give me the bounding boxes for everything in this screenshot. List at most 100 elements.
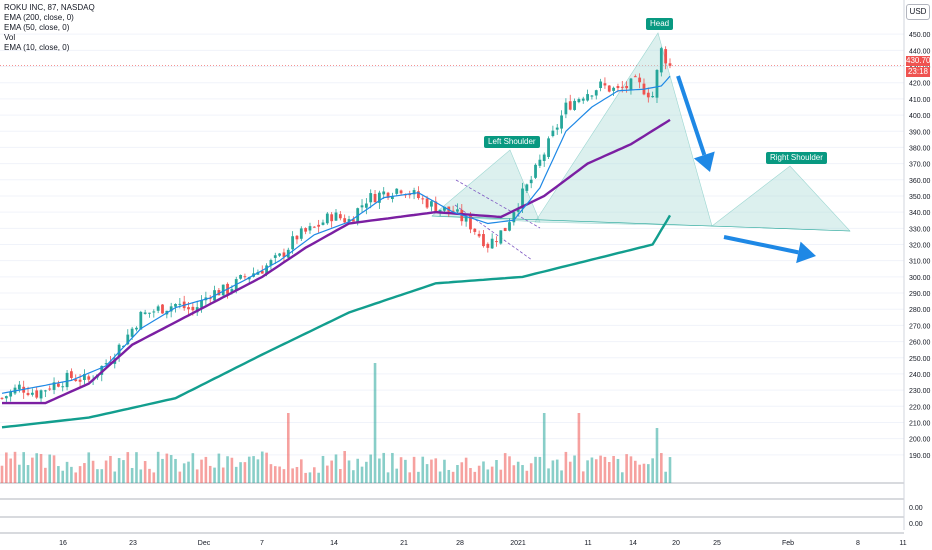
y-tick-label: 370.00 [909, 162, 931, 169]
candle-body [304, 228, 308, 232]
y-tick-label: 270.00 [909, 323, 931, 330]
candle [35, 387, 39, 400]
x-tick-label: 20 [672, 540, 680, 547]
head-shoulders-pattern [431, 32, 851, 261]
volume-bar [326, 465, 329, 483]
candle-body [638, 77, 642, 83]
volume-bar [356, 458, 359, 483]
volume-bar [412, 456, 416, 483]
candle-body [243, 276, 247, 278]
volume-bar [499, 469, 503, 483]
candle [56, 380, 60, 388]
x-tick-label: 21 [400, 540, 408, 547]
candle [48, 385, 52, 391]
volume-bar [373, 363, 377, 483]
candle [655, 69, 659, 103]
candle-body [538, 159, 542, 166]
volume-bar [57, 466, 60, 483]
candle-body [620, 86, 624, 88]
volume-bar [343, 451, 346, 483]
candle-body [343, 218, 347, 223]
candle-body [473, 228, 477, 232]
volume-bar [473, 471, 477, 483]
volume-bar [308, 472, 312, 483]
legend-ema200: EMA (200, close, 0) [4, 13, 74, 22]
candle [278, 252, 282, 258]
candle [551, 125, 555, 138]
volume-bar [508, 456, 511, 483]
x-tick-label: 14 [330, 540, 338, 547]
candle-body [364, 203, 368, 208]
volume-bar [660, 453, 663, 483]
volume-bar [334, 454, 338, 483]
candle-body [586, 94, 589, 101]
candle-body [52, 382, 56, 390]
candle [568, 94, 572, 111]
volume-bar [607, 462, 611, 483]
volume-bar [117, 458, 121, 483]
candle [603, 77, 607, 89]
candle [473, 228, 477, 235]
candle-body [633, 76, 637, 78]
candle-body [78, 379, 82, 382]
candle [13, 384, 17, 395]
volume-bar [612, 455, 615, 483]
candle-body [4, 396, 8, 399]
time-axis: 16 23 Dec 7 14 21 28 2021 11 14 20 25 Feb 8 11 [59, 540, 907, 547]
candle-body [217, 290, 221, 296]
right-arrow-head [796, 241, 816, 264]
candle-body [230, 289, 234, 292]
y-tick-label: 210.00 [909, 420, 931, 427]
down-arrow [676, 75, 715, 172]
candle [321, 219, 325, 226]
volume-bar [52, 455, 56, 483]
candle [581, 96, 585, 104]
y-tick-label: 300.00 [909, 275, 931, 282]
candle-body [594, 90, 598, 96]
volume-bar [96, 469, 99, 483]
volume-bar [161, 458, 164, 483]
candle-body [360, 205, 364, 208]
candle [668, 58, 672, 69]
candle-body [87, 376, 91, 380]
volume-bar [486, 469, 490, 483]
volume-bar [477, 465, 481, 483]
candle-body [490, 238, 494, 249]
candle-body [482, 234, 485, 247]
y-tick-label: 290.00 [909, 291, 931, 298]
candle-body [629, 78, 633, 91]
candle [542, 152, 546, 167]
candle [61, 381, 65, 392]
candle-body [260, 270, 264, 274]
candle-body [590, 95, 594, 97]
candle [521, 182, 524, 213]
volume-bar [130, 467, 134, 483]
currency-button[interactable]: USD [906, 4, 930, 20]
left-shoulder-triangle [431, 149, 541, 223]
candle [338, 211, 342, 221]
candle-body [321, 222, 325, 225]
y-tick-label: 230.00 [909, 388, 931, 395]
y-tick-label: 450.00 [909, 32, 931, 39]
x-tick-label: 16 [59, 540, 67, 547]
candle [534, 163, 537, 179]
y-tick-label: 420.00 [909, 81, 931, 88]
volume-bar [295, 466, 299, 483]
candle-body [208, 298, 212, 300]
volume-bar [178, 471, 182, 483]
volume-bar [425, 464, 429, 483]
volume-bar [573, 455, 576, 483]
y-tick-label: 200.00 [909, 437, 931, 444]
candle-body [143, 312, 147, 314]
candle-body [70, 371, 73, 378]
candle-body [174, 303, 177, 307]
candle-body [560, 115, 563, 129]
candle [161, 304, 164, 314]
candle-body [547, 138, 550, 157]
volume-bar [430, 459, 433, 483]
candle-body [169, 306, 173, 312]
candle [456, 203, 459, 214]
candle-body [265, 265, 268, 275]
y-tick-label: 400.00 [909, 113, 931, 120]
